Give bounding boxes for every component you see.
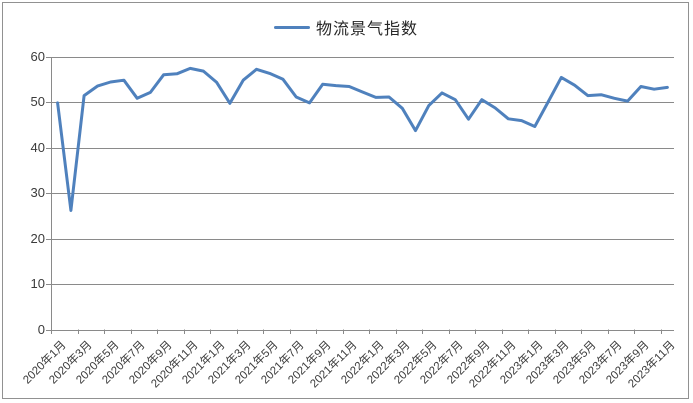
- legend-label: 物流景气指数: [316, 21, 419, 38]
- legend-line-marker: [274, 25, 310, 29]
- legend: 物流景气指数: [274, 16, 418, 38]
- y-axis-label: 60: [30, 49, 45, 64]
- y-axis-label: 30: [30, 185, 45, 201]
- y-axis-label: 0: [37, 321, 45, 337]
- series-line: [56, 66, 669, 212]
- y-axis-label: 40: [30, 139, 45, 155]
- y-axis-label: 20: [30, 230, 45, 246]
- y-axis-label: 10: [30, 276, 45, 292]
- y-axis-label: 50: [30, 94, 45, 110]
